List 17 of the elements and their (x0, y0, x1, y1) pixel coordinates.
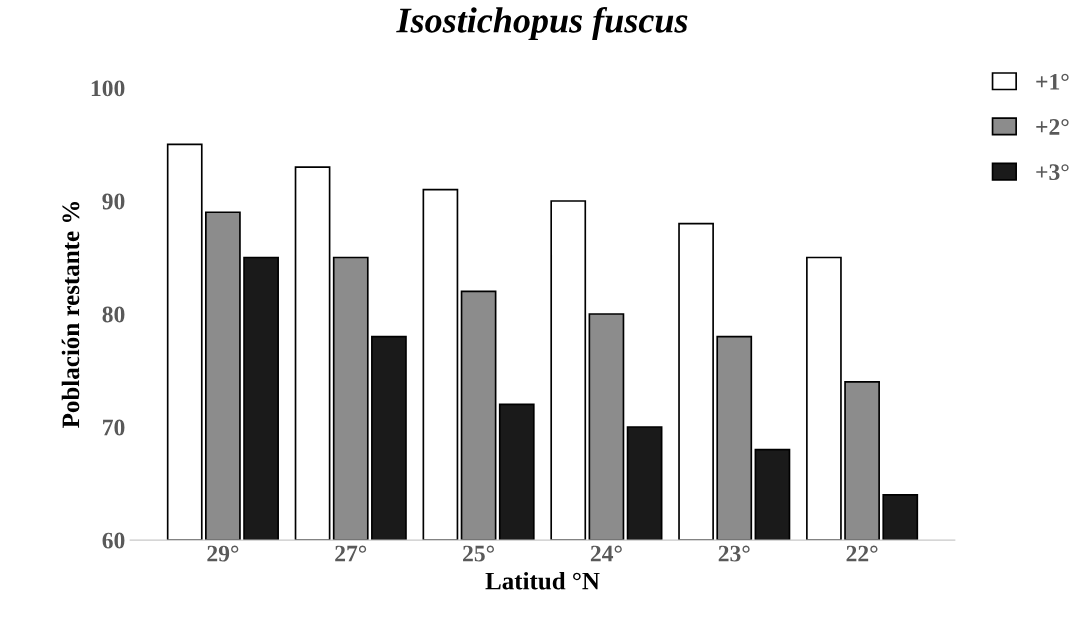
x-tick-label: 23° (718, 545, 750, 562)
x-tick-label: 24° (590, 545, 622, 562)
y-tick-label: 80 (102, 306, 125, 323)
x-tick-label: 29° (207, 545, 239, 562)
chart-title: Isostichopus fuscus (396, 6, 688, 41)
x-tick-label: 22° (846, 545, 878, 562)
x-tick-label: 25° (463, 545, 494, 562)
legend-label: +1° (1036, 73, 1069, 90)
y-tick-label: 90 (102, 193, 125, 210)
y-tick-label: 70 (103, 419, 125, 436)
y-tick-label: 100 (91, 80, 125, 97)
y-tick-label: 60 (102, 532, 125, 549)
x-axis-title: Latitud °N (485, 571, 600, 590)
legend-label: +2° (1036, 118, 1069, 135)
x-tick-label: 27° (335, 545, 367, 562)
legend-label: +3° (1036, 164, 1069, 181)
y-axis-title: Población restante % (61, 201, 80, 428)
